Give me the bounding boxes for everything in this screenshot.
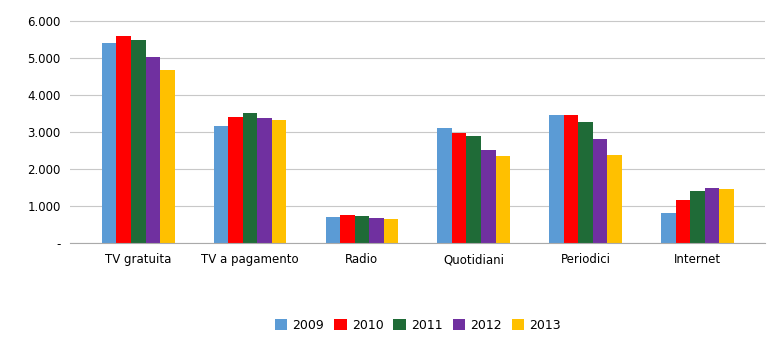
Bar [466,136,481,243]
Bar [676,200,690,243]
Bar [719,189,734,243]
Bar [340,215,355,243]
Bar [437,128,452,243]
Bar [145,57,160,243]
Bar [214,126,228,243]
Bar [355,216,369,243]
Bar [369,218,383,243]
Bar [481,150,496,243]
Bar [690,191,704,243]
Bar [326,217,340,243]
Bar [243,114,258,243]
Bar [102,43,116,243]
Bar [160,70,175,243]
Bar [593,139,608,243]
Bar [496,156,510,243]
Bar [228,117,243,243]
Bar [549,115,564,243]
Bar [578,122,593,243]
Legend: 2009, 2010, 2011, 2012, 2013: 2009, 2010, 2011, 2012, 2013 [270,314,565,337]
Bar [258,118,272,243]
Bar [661,213,676,243]
Bar [704,188,719,243]
Bar [564,115,578,243]
Bar [116,36,131,243]
Bar [452,133,466,243]
Bar [131,40,145,243]
Bar [272,120,287,243]
Bar [608,155,622,243]
Bar [383,219,398,243]
